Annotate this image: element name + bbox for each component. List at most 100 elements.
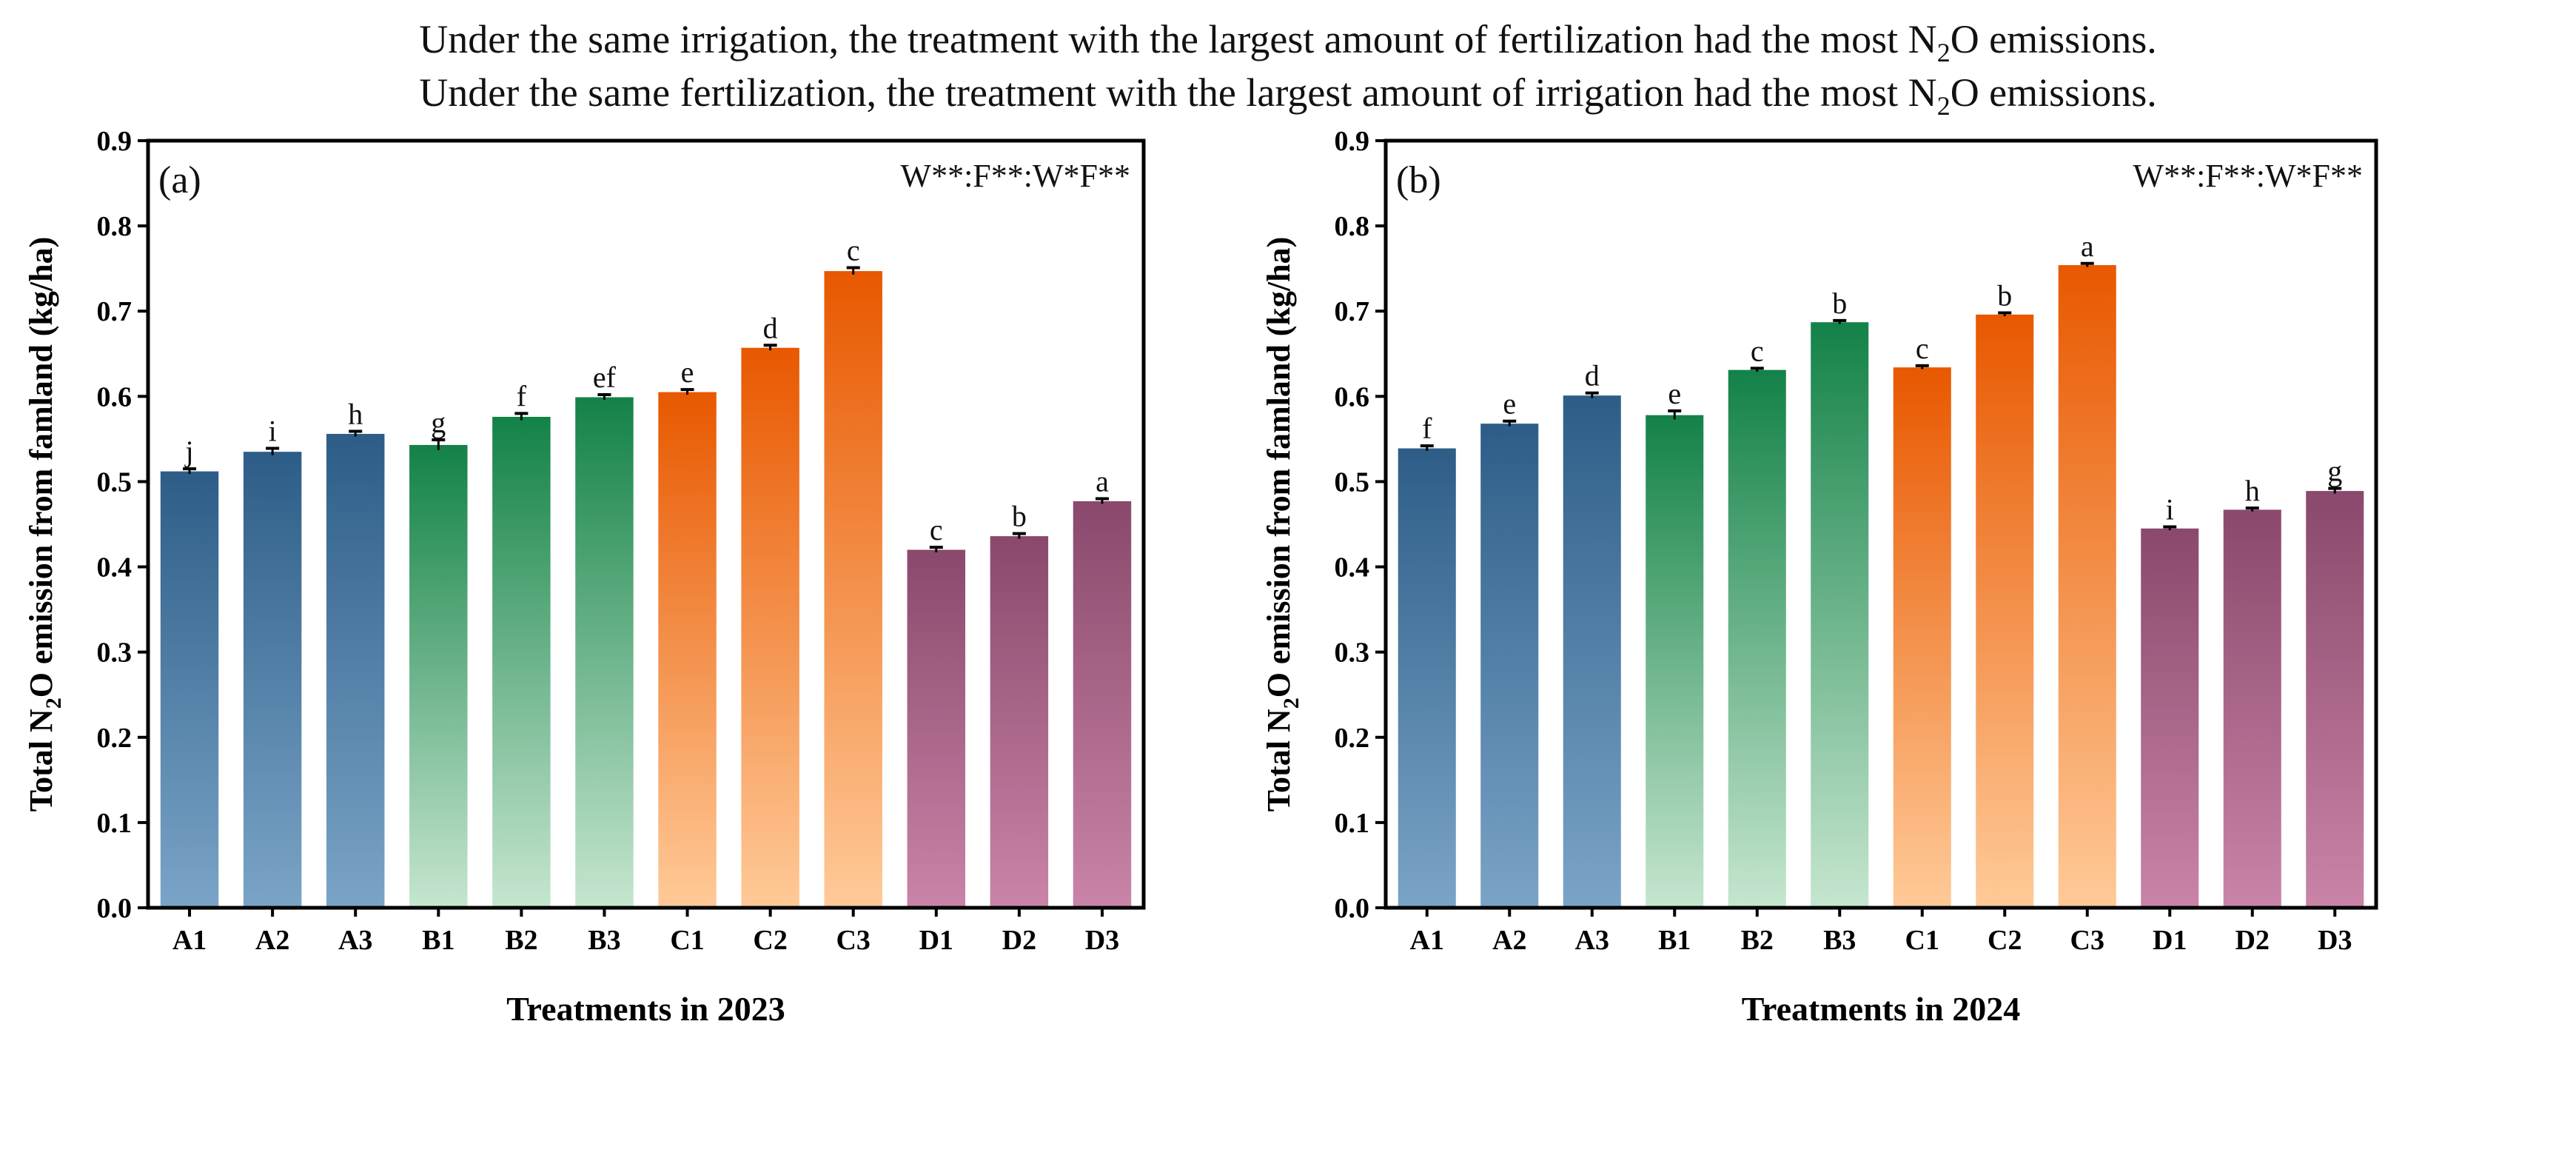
bar-C2 — [741, 347, 799, 909]
x-tick-label: D3 — [2318, 925, 2352, 956]
x-tick-label: B3 — [588, 925, 620, 956]
x-tick-label: A3 — [1575, 925, 1609, 956]
bar-A3 — [1563, 395, 1621, 908]
x-tick-label: A2 — [255, 925, 289, 956]
y-axis-title-subscript: 2 — [41, 697, 66, 709]
y-tick-label: 0.8 — [1335, 211, 1370, 242]
x-tick-label: A1 — [1410, 925, 1444, 956]
y-tick-label: 0.0 — [1335, 893, 1370, 924]
significance-letter: i — [269, 415, 277, 448]
significance-letter: f — [517, 379, 527, 412]
bar-C1 — [658, 392, 717, 908]
caption-text: Under the same irrigation, the treatment… — [419, 17, 1937, 61]
significance-letter: d — [1585, 359, 1600, 392]
significance-letter: b — [1832, 287, 1847, 320]
bar-A1 — [1398, 448, 1456, 908]
bar-A2 — [1480, 424, 1539, 908]
x-tick-label: A1 — [172, 925, 207, 956]
x-tick-label: A2 — [1492, 925, 1526, 956]
x-tick-label: C1 — [1905, 925, 1939, 956]
y-tick-label: 0.8 — [97, 211, 133, 242]
panel-label: (b) — [1396, 159, 1441, 201]
y-tick-label: 0.9 — [97, 126, 133, 157]
bar-A2 — [243, 452, 302, 908]
y-tick-label: 0.0 — [97, 893, 133, 924]
significance-letter: c — [1916, 332, 1929, 365]
bar-C3 — [824, 271, 882, 908]
chart-panel-b: f A1 e A2 d A3 e B1 c B2 b B3 c C1 b C2 a C3 i D1 h D2 g D3 0.0 0… — [1261, 126, 2378, 1028]
significance-letter: e — [681, 355, 694, 389]
significance-letter: e — [1503, 387, 1516, 421]
caption-subscript: 2 — [1936, 90, 1951, 121]
x-tick-label: B3 — [1823, 925, 1856, 956]
caption-text: O emissions. — [1950, 17, 2157, 61]
significance-letter: c — [847, 234, 860, 267]
x-axis-title: Treatments in 2023 — [506, 990, 785, 1028]
y-axis-title-text: Total N — [1261, 709, 1297, 812]
caption-subscript: 2 — [1936, 37, 1951, 67]
significance-annotation: W**:F**:W*F** — [901, 158, 1130, 194]
significance-letter: g — [2327, 455, 2342, 488]
bar-C1 — [1893, 367, 1951, 908]
y-axis-title-text: O emission from famland (kg/ha) — [1261, 237, 1297, 698]
caption-line-1: Under the same irrigation, the treatment… — [0, 16, 2576, 68]
x-tick-label: C2 — [753, 925, 787, 956]
x-tick-label: C3 — [2070, 925, 2104, 956]
caption-line-2: Under the same fertilization, the treatm… — [0, 70, 2576, 121]
significance-letter: e — [1668, 377, 1681, 410]
y-tick-label: 0.3 — [1335, 638, 1370, 669]
y-tick-label: 0.9 — [1335, 126, 1370, 157]
bar-D2 — [990, 536, 1049, 908]
chart-panel-a: j A1 i A2 h A3 g B1 f B2 ef B3 e C1 d C2 c C3 c D1 b D2 a D3 0.0… — [23, 126, 1146, 1028]
y-tick-label: 0.6 — [1335, 381, 1370, 412]
y-tick-label: 0.3 — [97, 638, 133, 669]
bar-A3 — [326, 433, 385, 908]
x-tick-label: D1 — [2153, 925, 2187, 956]
bar-B2 — [492, 416, 551, 908]
significance-letter: b — [1012, 500, 1027, 533]
x-tick-label: D2 — [2235, 925, 2270, 956]
significance-letter: b — [1997, 279, 2012, 312]
panel-label: (a) — [158, 159, 201, 201]
significance-letter: c — [930, 513, 943, 546]
bar-D1 — [2141, 528, 2199, 908]
caption-text: Under the same fertilization, the treatm… — [419, 70, 1937, 115]
y-axis-title-text: O emission from famland (kg/ha) — [23, 237, 59, 698]
significance-letter: d — [763, 311, 778, 344]
x-axis-title: Treatments in 2024 — [1742, 990, 2021, 1028]
bar-C2 — [1976, 314, 2034, 908]
y-axis-title-text: Total N — [23, 709, 59, 812]
bar-D1 — [907, 549, 966, 908]
bar-B3 — [1811, 322, 1869, 909]
x-tick-label: C1 — [670, 925, 704, 956]
x-tick-label: B1 — [1658, 925, 1691, 956]
significance-letter: h — [348, 398, 363, 431]
y-tick-label: 0.1 — [97, 808, 133, 839]
bar-B1 — [409, 444, 468, 908]
significance-letter: a — [2081, 230, 2094, 263]
y-tick-label: 0.2 — [97, 723, 133, 754]
bar-B2 — [1728, 369, 1786, 908]
y-tick-label: 0.7 — [97, 296, 133, 327]
caption-text: O emissions. — [1950, 70, 2157, 115]
x-tick-label: D1 — [919, 925, 953, 956]
significance-letter: i — [2166, 492, 2174, 526]
y-tick-label: 0.4 — [1335, 552, 1370, 583]
bar-A1 — [160, 471, 219, 908]
x-tick-label: A3 — [338, 925, 372, 956]
x-tick-label: B2 — [505, 925, 537, 956]
y-axis-title: Total N2O emission from famland (kg/ha) — [1261, 237, 1304, 812]
significance-letter: f — [1422, 412, 1432, 445]
bar-D2 — [2223, 509, 2281, 908]
x-tick-label: D2 — [1002, 925, 1036, 956]
x-tick-label: C2 — [1988, 925, 2022, 956]
bar-C3 — [2058, 265, 2116, 908]
x-tick-label: B2 — [1741, 925, 1774, 956]
y-tick-label: 0.5 — [97, 466, 133, 498]
x-tick-label: B1 — [422, 925, 455, 956]
x-tick-label: D3 — [1085, 925, 1119, 956]
y-tick-label: 0.1 — [1335, 808, 1370, 839]
bar-B3 — [575, 397, 634, 908]
x-tick-label: C3 — [836, 925, 870, 956]
bar-D3 — [2306, 491, 2364, 908]
